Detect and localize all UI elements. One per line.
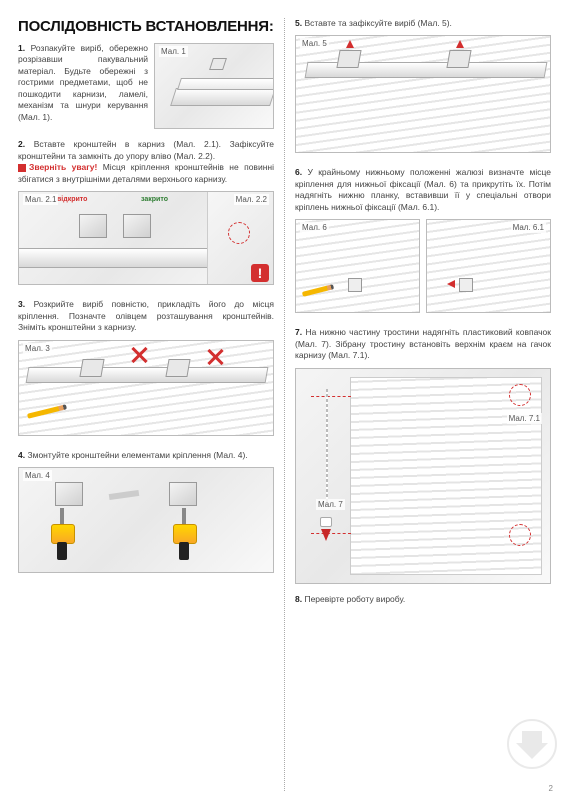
- figure-3: Мал. 3: [18, 340, 274, 436]
- step-5-num: 5.: [295, 18, 302, 28]
- pencil-icon: [27, 404, 67, 419]
- cross-mark-1-icon: [131, 347, 147, 363]
- left-column: ПОСЛІДОВНІСТЬ ВСТАНОВЛЕННЯ: 1. Розпакуйт…: [18, 18, 284, 791]
- figure-6-label: Мал. 6: [300, 222, 329, 233]
- watermark-icon: [507, 719, 559, 771]
- step-5-body: Вставте та зафіксуйте виріб (Мал. 5).: [304, 18, 451, 28]
- arrow-down-1-icon: [346, 40, 354, 48]
- step-7-text: 7. На нижню частину тростини надягніть п…: [295, 327, 551, 361]
- figure-7-label: Мал. 7: [316, 499, 345, 510]
- bracket-5a-icon: [336, 50, 361, 68]
- step-3-text: 3. Розкрийте виріб повністю, прикладіть …: [18, 299, 274, 333]
- step-4-body: Змонтуйте кронштейни елементами кріпленн…: [27, 450, 247, 460]
- step-1-body: Розпакуйте виріб, обережно розрізавши па…: [18, 43, 148, 122]
- step-6-text: 6. У крайньому нижньому положенні жалюзі…: [295, 167, 551, 213]
- figure-1: Мал. 1: [154, 43, 274, 129]
- right-column: 5. Вставте та зафіксуйте виріб (Мал. 5).…: [285, 18, 551, 791]
- step-5-text: 5. Вставте та зафіксуйте виріб (Мал. 5).: [295, 18, 551, 29]
- step-8-body: Перевірте роботу виробу.: [304, 594, 405, 604]
- status-open-label: відкрито: [57, 196, 87, 203]
- step-2-body: Вставте кронштейн в карниз (Мал. 2.1). З…: [18, 139, 274, 160]
- rail-icon: [18, 248, 224, 268]
- headrail-top-icon: [177, 78, 274, 90]
- figure-7: Мал. 7 Мал. 7.1: [295, 368, 551, 584]
- figure-6: Мал. 6: [295, 219, 420, 313]
- wand-cap-icon: [320, 517, 332, 527]
- figure-7-1-label: Мал. 7.1: [507, 413, 542, 424]
- warning-icon: [18, 164, 26, 172]
- main-title: ПОСЛІДОВНІСТЬ ВСТАНОВЛЕННЯ:: [18, 18, 274, 35]
- bracket-icon: [209, 58, 227, 70]
- detail-circle-7a-icon: [509, 384, 531, 406]
- drill-1-icon: [47, 518, 81, 562]
- figure-5-label: Мал. 5: [300, 38, 329, 49]
- figure-2-2-panel: !: [207, 192, 273, 285]
- figure-6-1: Мал. 6.1: [426, 219, 551, 313]
- step-7-num: 7.: [295, 327, 302, 337]
- detail-circle-icon: [228, 222, 250, 244]
- figure-6-row: Мал. 6 Мал. 6.1: [295, 219, 551, 313]
- rail-3-icon: [26, 367, 269, 383]
- step-3-num: 3.: [18, 299, 25, 309]
- step-1: 1. Розпакуйте виріб, обережно розрізавши…: [18, 43, 274, 129]
- leader-line-1-icon: [311, 396, 351, 397]
- bracket-5b-icon: [446, 50, 471, 68]
- step-6-body: У крайньому нижньому положенні жалюзі ви…: [295, 167, 551, 211]
- figure-1-label: Мал. 1: [159, 46, 188, 57]
- step-8-text: 8. Перевірте роботу виробу.: [295, 594, 551, 605]
- step-3-body: Розкрийте виріб повністю, прикладіть йог…: [18, 299, 274, 332]
- figure-4-label: Мал. 4: [23, 470, 52, 481]
- bracket-4b-icon: [169, 482, 197, 506]
- step-6-num: 6.: [295, 167, 302, 177]
- figure-2: Мал. 2.1 Мал. 2.2 відкрито закрито !: [18, 191, 274, 285]
- headrail-icon: [170, 88, 274, 106]
- step-1-text: 1. Розпакуйте виріб, обережно розрізавши…: [18, 43, 148, 123]
- figure-3-label: Мал. 3: [23, 343, 52, 354]
- bracket-open-icon: [79, 214, 107, 238]
- page-number: 2: [549, 784, 553, 793]
- step-4-text: 4. Змонтуйте кронштейни елементами кріпл…: [18, 450, 274, 461]
- status-closed-label: закрито: [141, 196, 168, 203]
- wand-cord-icon: [326, 389, 328, 509]
- tassel-icon: [321, 529, 331, 541]
- step-4-num: 4.: [18, 450, 25, 460]
- arrow-down-2-icon: [456, 40, 464, 48]
- bracket-closed-icon: [123, 214, 151, 238]
- figure-2-1-label: Мал. 2.1: [23, 194, 58, 205]
- step-2-text: 2. Вставте кронштейн в карниз (Мал. 2.1)…: [18, 139, 274, 185]
- step-8-num: 8.: [295, 594, 302, 604]
- bracket-4a-icon: [55, 482, 83, 506]
- detail-circle-7b-icon: [509, 524, 531, 546]
- leader-line-2-icon: [311, 533, 351, 534]
- bottom-clip-icon: [348, 278, 362, 292]
- step-1-num: 1.: [18, 43, 25, 53]
- figure-4: Мал. 4: [18, 467, 274, 573]
- blind-body-icon: [350, 377, 542, 575]
- bracket-3b-icon: [165, 359, 190, 377]
- pencil-6-icon: [302, 285, 334, 298]
- bracket-3a-icon: [79, 359, 104, 377]
- warning-badge-icon: !: [251, 264, 269, 282]
- cross-mark-2-icon: [207, 349, 223, 365]
- figure-6-1-label: Мал. 6.1: [511, 222, 546, 233]
- figure-2-2-label: Мал. 2.2: [234, 194, 269, 205]
- arrow-right-icon: [447, 280, 455, 288]
- step-7-body: На нижню частину тростини надягніть плас…: [295, 327, 551, 360]
- step-2-warn-label: Зверніть увагу!: [29, 162, 97, 172]
- drill-2-icon: [169, 518, 203, 562]
- bottom-clip-6-1-icon: [459, 278, 473, 292]
- step-2-num: 2.: [18, 139, 25, 149]
- screw-icon: [109, 490, 140, 500]
- figure-5: Мал. 5: [295, 35, 551, 153]
